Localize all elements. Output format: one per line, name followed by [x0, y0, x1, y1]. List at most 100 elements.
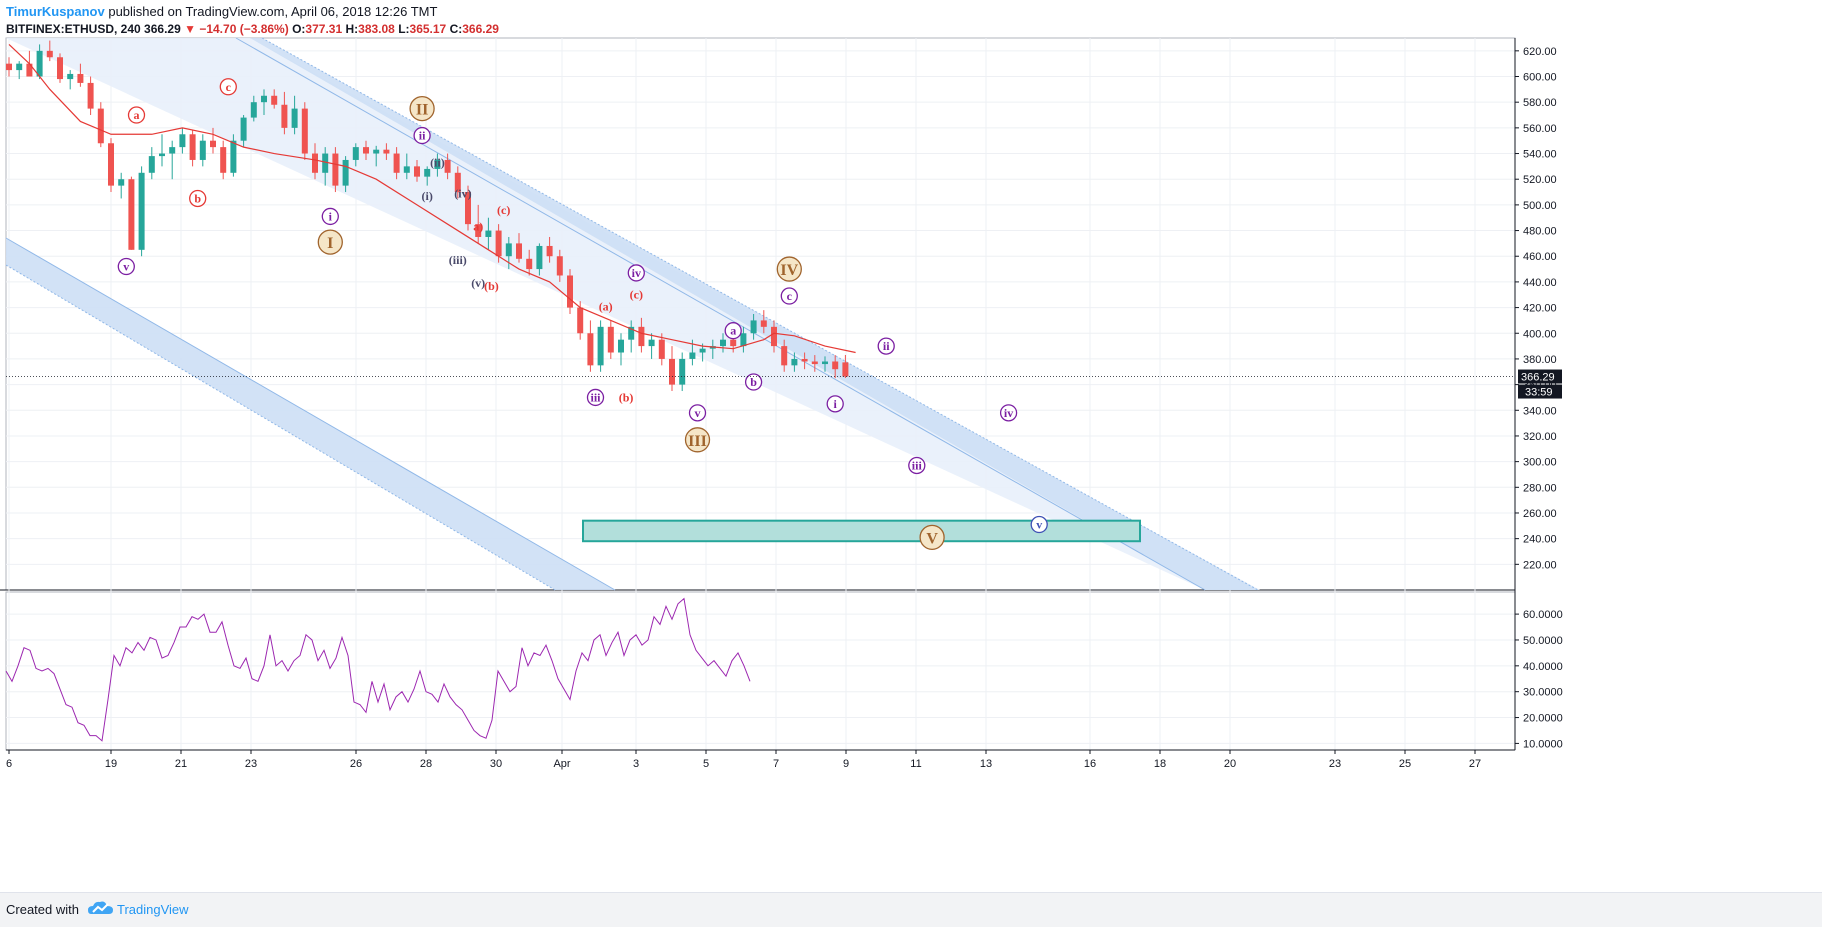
- y-tick-label: 600.00: [1523, 72, 1557, 84]
- candle-body: [342, 159, 349, 186]
- countdown-badge: [1518, 384, 1562, 399]
- author-link[interactable]: TimurKuspanov: [6, 4, 105, 19]
- x-tick-label: 5: [703, 758, 709, 770]
- x-tick-label: 13: [980, 758, 992, 770]
- wave-circle: [413, 126, 431, 145]
- candle-body: [730, 339, 737, 347]
- candle-body: [597, 326, 604, 366]
- candle-body: [373, 149, 380, 154]
- open-value: 377.31: [305, 22, 343, 36]
- wave-label: ii: [883, 339, 890, 353]
- target-zone: [582, 519, 1141, 543]
- open-label: O:: [292, 22, 306, 36]
- down-arrow-icon: ▼: [184, 22, 196, 36]
- ema-line: [8, 43, 856, 354]
- x-tick-label: 20: [1224, 758, 1236, 770]
- candle-body: [383, 149, 390, 154]
- candle-body: [454, 172, 461, 193]
- candle-body: [87, 82, 94, 109]
- y-tick-label: 580.00: [1523, 97, 1557, 109]
- candle-body: [658, 339, 665, 359]
- candle-body: [689, 352, 696, 359]
- wave-label: iv: [632, 266, 641, 280]
- candle-body: [393, 153, 400, 173]
- wave-circle: [688, 404, 707, 422]
- rsi-path: [5, 597, 751, 742]
- candle-body: [301, 108, 308, 154]
- x-tick-label: Apr: [553, 758, 570, 770]
- x-tick-label: 23: [1329, 758, 1341, 770]
- y-tick-label: 620.00: [1523, 46, 1557, 58]
- wave-circle: [627, 264, 645, 282]
- x-tick-label: 23: [245, 758, 257, 770]
- candle-body: [148, 156, 155, 173]
- candle-body: [291, 108, 298, 128]
- rsi-tick-label: 50.0000: [1523, 635, 1563, 647]
- candle-body: [363, 147, 369, 154]
- x-tick-label: 26: [350, 758, 362, 770]
- candle-body: [842, 362, 849, 377]
- wave-label: (b): [619, 390, 634, 404]
- wave-circle: [127, 106, 146, 124]
- candle-body: [250, 102, 257, 118]
- wave-label: (iv): [454, 186, 471, 200]
- candle-body: [261, 95, 267, 103]
- rsi-tick-label: 60.0000: [1523, 609, 1563, 621]
- low-value: 365.17: [409, 22, 447, 36]
- tradingview-link[interactable]: TradingView: [117, 902, 189, 917]
- wave-label: IV: [780, 262, 798, 279]
- candle-body: [699, 348, 706, 353]
- wave-circle: [684, 427, 711, 453]
- candle-body: [811, 361, 818, 365]
- candle-body: [210, 140, 216, 148]
- candle-body: [414, 166, 420, 177]
- candle-body: [536, 245, 543, 270]
- rsi-tick-label: 30.0000: [1523, 687, 1563, 699]
- y-tick-label: 420.00: [1523, 303, 1557, 315]
- candle-body: [577, 307, 584, 334]
- wave-circle: [776, 256, 802, 282]
- candle-body: [128, 179, 135, 250]
- candle-body: [607, 326, 614, 353]
- low-label: L:: [398, 22, 410, 36]
- candle-body: [36, 50, 43, 77]
- y-tick-label: 500.00: [1523, 200, 1557, 212]
- wave-label: II: [416, 102, 428, 119]
- rsi-tick-label: 20.0000: [1523, 713, 1563, 725]
- wave-label: iii: [590, 390, 601, 404]
- candle-body: [587, 333, 594, 366]
- candle-body: [271, 95, 278, 105]
- last-price-label: 366.29: [1521, 372, 1555, 384]
- candlestick-series: [6, 40, 849, 392]
- candle-body: [240, 117, 247, 141]
- chart-header: TimurKuspanov published on TradingView.c…: [0, 0, 1822, 40]
- wave-label: iii: [912, 458, 923, 472]
- candle-body: [750, 320, 757, 334]
- symbol-name: BITFINEX:ETHUSD, 240: [6, 22, 141, 36]
- candle-body: [332, 153, 339, 186]
- countdown-label: 33:59: [1525, 387, 1553, 399]
- wave-label: ii: [419, 129, 426, 143]
- close-value: 366.29: [462, 22, 499, 36]
- channel-band-area: [6, 38, 1260, 590]
- price-change: −14.70 (−3.86%): [199, 22, 289, 36]
- x-tick-label: 28: [420, 758, 432, 770]
- wave-circle: [409, 95, 435, 122]
- wave-label: v: [1036, 518, 1042, 532]
- wave-circle: [321, 207, 339, 226]
- y-tick-label: 460.00: [1523, 251, 1557, 263]
- wave-label: c: [787, 289, 793, 303]
- x-tick-label: 21: [175, 758, 187, 770]
- y-tick-label: 260.00: [1523, 508, 1557, 520]
- rsi-line: [5, 597, 751, 742]
- y-tick-label: 220.00: [1523, 559, 1557, 571]
- candle-body: [179, 134, 186, 148]
- wave-circle: [780, 287, 798, 305]
- tradingview-cloud-icon[interactable]: [88, 899, 114, 919]
- y-tick-label: 560.00: [1523, 123, 1557, 135]
- wave-circle: [117, 257, 135, 276]
- y-tick-label: 380.00: [1523, 354, 1557, 366]
- candle-body: [505, 243, 512, 257]
- x-tick-label: 25: [1399, 758, 1411, 770]
